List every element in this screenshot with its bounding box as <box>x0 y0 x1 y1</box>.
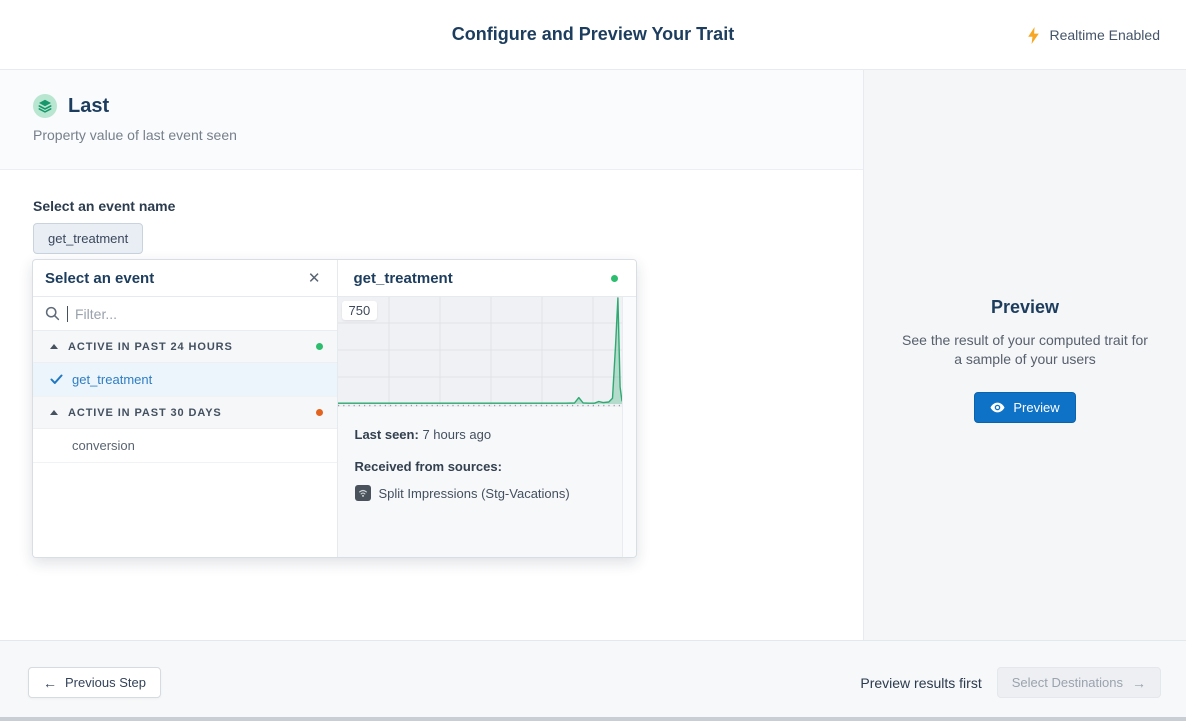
search-icon <box>45 306 60 321</box>
group-label: ACTIVE IN PAST 24 HOURS <box>68 340 233 353</box>
realtime-status: Realtime Enabled <box>1027 0 1160 70</box>
realtime-label: Realtime Enabled <box>1049 27 1160 43</box>
previous-step-label: Previous Step <box>65 675 146 690</box>
source-row: Split Impressions (Stg-Vacations) <box>354 485 607 501</box>
chart-line <box>337 297 623 404</box>
source-name: Split Impressions (Stg-Vacations) <box>378 485 570 501</box>
window-bottom-edge <box>0 717 1186 721</box>
event-picker-popup: Select an event ✕ ACTIVE IN PAST 24 HOUR… <box>32 259 637 558</box>
close-icon[interactable]: ✕ <box>307 269 321 287</box>
event-detail-header: get_treatment <box>337 260 636 297</box>
selected-event-chip[interactable]: get_treatment <box>33 223 144 254</box>
layers-icon <box>33 94 57 118</box>
trait-description: Property value of last event seen <box>33 127 237 143</box>
wifi-signal-icon <box>354 485 371 501</box>
event-detail-pane: get_treatment <box>337 260 636 557</box>
preview-sidebar: Preview See the result of your computed … <box>864 70 1186 640</box>
group-active-24h[interactable]: ACTIVE IN PAST 24 HOURS <box>33 331 337 363</box>
status-dot <box>611 274 618 282</box>
chart-area <box>337 298 623 404</box>
event-item-label: conversion <box>72 438 135 453</box>
collapse-triangle-icon <box>50 410 58 415</box>
preview-title: Preview <box>990 297 1060 317</box>
group-active-30d[interactable]: ACTIVE IN PAST 30 DAYS <box>33 397 337 429</box>
collapse-triangle-icon <box>50 344 58 349</box>
text-caret <box>67 305 68 322</box>
event-volume-chart: 750 <box>337 297 623 407</box>
event-item-get-treatment[interactable]: get_treatment <box>33 363 337 397</box>
top-bar: Configure and Preview Your Trait Realtim… <box>0 0 1186 70</box>
arrow-left-icon: ← <box>43 674 57 691</box>
status-dot <box>315 409 323 416</box>
sources-label: Received from sources: <box>354 459 502 474</box>
preview-description: See the result of your computed trait fo… <box>902 332 1148 367</box>
filter-input[interactable] <box>75 305 275 322</box>
trait-name: Last <box>68 94 110 117</box>
trait-header: Last Property value of last event seen <box>0 70 863 170</box>
lightning-bolt-icon <box>1027 26 1040 44</box>
main-panel: Last Property value of last event seen S… <box>0 70 864 640</box>
last-seen-line: Last seen: 7 hours ago <box>355 427 607 442</box>
event-list-pane: Select an event ✕ ACTIVE IN PAST 24 HOUR… <box>33 260 338 557</box>
event-detail-name: get_treatment <box>353 269 453 287</box>
last-seen-value: 7 hours ago <box>422 427 492 442</box>
list-empty-space <box>33 463 337 557</box>
filter-row <box>33 297 337 331</box>
scrollbar-track <box>622 297 636 557</box>
preview-button[interactable]: Preview <box>974 392 1076 423</box>
page-title: Configure and Preview Your Trait <box>451 24 735 44</box>
previous-step-button[interactable]: ← Previous Step <box>28 667 161 698</box>
event-picker-header: Select an event ✕ <box>33 260 337 297</box>
select-destinations-button[interactable]: Select Destinations → <box>996 667 1161 698</box>
check-icon <box>50 374 63 385</box>
event-item-label: get_treatment <box>72 372 153 387</box>
y-axis-max-label: 750 <box>341 301 378 320</box>
event-name-label: Select an event name <box>33 198 176 214</box>
config-section: Select an event name get_treatment Selec… <box>0 170 863 640</box>
event-detail-info: Last seen: 7 hours ago Received from sou… <box>337 407 623 557</box>
select-destinations-label: Select Destinations <box>1011 675 1123 690</box>
group-label: ACTIVE IN PAST 30 DAYS <box>68 406 222 419</box>
event-picker-title: Select an event <box>45 269 155 287</box>
footer-bar: ← Previous Step Preview results first Se… <box>0 640 1186 717</box>
event-item-conversion[interactable]: conversion <box>33 429 337 463</box>
arrow-right-icon: → <box>1132 674 1146 691</box>
preview-first-hint: Preview results first <box>860 674 982 691</box>
last-seen-label: Last seen: <box>354 427 419 442</box>
preview-button-label: Preview <box>1013 400 1060 415</box>
chart-svg <box>337 297 623 407</box>
eye-icon <box>990 402 1005 413</box>
status-dot <box>315 343 323 350</box>
